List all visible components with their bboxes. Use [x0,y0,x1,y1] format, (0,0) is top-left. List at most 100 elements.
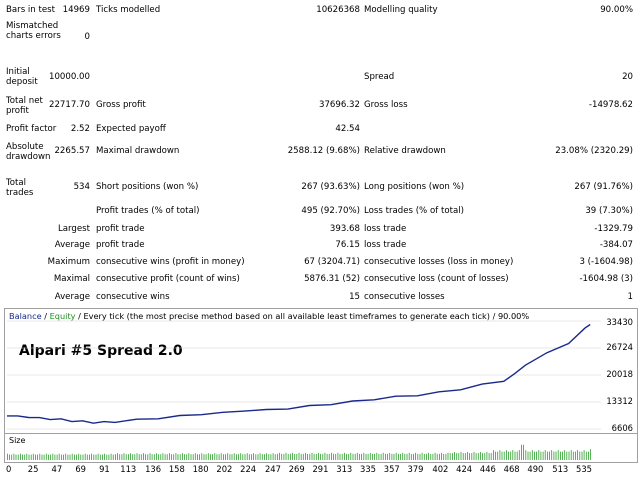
size-bar [253,453,254,460]
size-bar [285,452,287,460]
size-bar [326,453,328,460]
max-cons-losses-value: 3 (-1604.98) [579,257,633,267]
avg-cons-losses-label: consecutive losses [364,292,445,302]
size-bar [290,453,291,460]
absolute-drawdown-label: Absolute drawdown [6,142,51,162]
size-bar [549,451,550,460]
x-tick-label: 357 [383,464,400,474]
size-bar [22,454,23,460]
header-method: / Every tick (the most precise method ba… [75,311,530,321]
size-bar [201,453,203,460]
x-tick-label: 158 [168,464,185,474]
size-bar [197,454,198,460]
size-bar [432,453,434,460]
size-bar [302,453,304,460]
size-bar [335,453,337,460]
gross-profit-value: 37696.32 [318,100,360,110]
size-bar [214,453,216,460]
size-bar [26,453,28,460]
size-bar [547,451,548,460]
header-balance: Balance [9,311,42,321]
size-bar [28,454,30,460]
maximum-label: Maximum [47,257,90,267]
size-bar [486,451,488,460]
size-bar [233,453,235,460]
size-bar [227,453,229,460]
size-bar [577,450,578,460]
size-bar [398,453,399,460]
size-bar [203,454,205,460]
size-bar [97,453,99,460]
relative-drawdown-label: Relative drawdown [364,146,446,156]
ticks-modelled-value: 10626368 [316,5,360,15]
size-bar [406,453,408,460]
size-bar [177,454,179,460]
total-net-profit-label: Total net profit [6,96,43,116]
size-bar [270,454,272,460]
mismatched-value: 0 [84,32,90,42]
size-bar [212,454,213,460]
size-bar [469,453,470,460]
size-bar [74,454,75,460]
size-bar [240,453,242,460]
expected-payoff-label: Expected payoff [96,124,166,134]
size-bar [110,453,112,460]
size-bar [544,450,546,460]
size-bar [579,451,581,460]
size-bar [58,453,60,460]
largest-profit-value: 393.68 [329,224,360,234]
size-bar [564,450,566,460]
size-bar [313,453,315,460]
long-positions-value: 267 (91.76%) [574,182,633,192]
x-tick-label: 269 [288,464,305,474]
x-tick-label: 202 [216,464,233,474]
size-bar [164,454,166,460]
size-bar [374,453,375,460]
size-bar [527,451,529,460]
size-bar [121,454,123,460]
size-bar [354,453,356,460]
size-bar [516,451,518,460]
bars-in-test-label: Bars in test [6,5,55,15]
average-profit-label: profit trade [96,240,145,250]
size-bar [71,453,73,460]
size-bar [378,453,380,460]
size-bar [89,454,90,460]
size-bar [61,454,62,460]
size-panel: Size [4,433,638,463]
size-bar [562,451,563,460]
x-tick-label: 335 [360,464,376,474]
size-bar [510,451,512,460]
size-bar [179,454,181,460]
expected-payoff-value: 42.54 [335,124,360,134]
size-bar [52,453,54,460]
maximal-loss-value: -1604.98 (3) [579,274,633,284]
size-bar [108,454,110,460]
size-bar [82,454,84,460]
size-bar [160,454,162,460]
mismatched-label: Mismatched charts errors [6,21,61,41]
size-bar [385,453,386,460]
size-bar [37,454,38,460]
size-bar [480,451,481,460]
spread-label: Spread [364,72,395,82]
size-bar [521,444,522,460]
size-bar [315,453,317,460]
header-separator: / [41,311,50,321]
size-bar [493,450,494,460]
size-bar [460,451,462,460]
average-label: Average [54,240,90,250]
size-bar [218,454,220,460]
size-bar [207,453,209,460]
size-bar [274,454,276,460]
x-tick-label: 402 [432,464,449,474]
size-bar [538,450,540,460]
size-bar [281,453,283,460]
size-bar [488,453,490,460]
size-bar [11,454,13,460]
absolute-drawdown-value: 2265.57 [54,146,90,156]
size-bar [428,452,429,460]
size-bar [560,451,561,460]
size-bar [223,454,224,460]
size-bar [503,451,505,460]
